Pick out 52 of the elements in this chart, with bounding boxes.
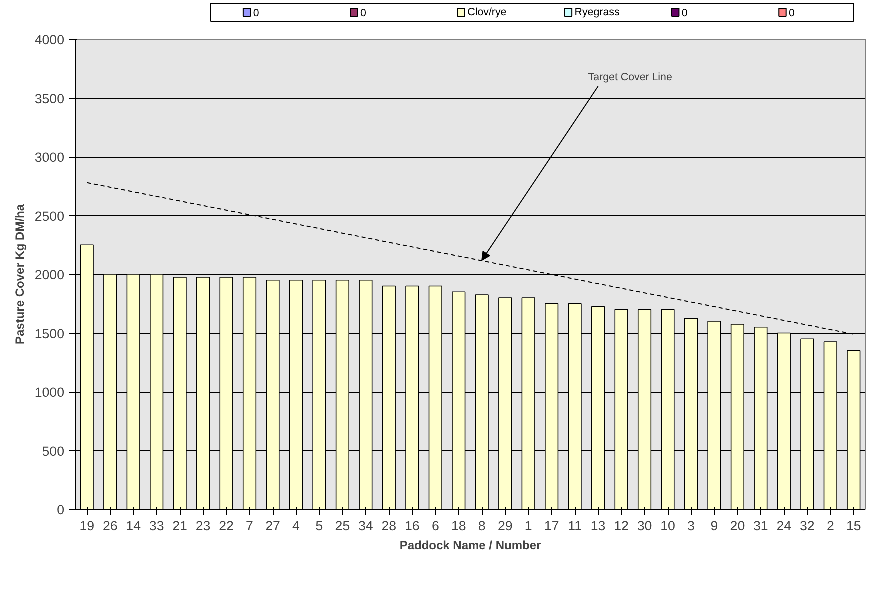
legend-label: 0	[682, 8, 688, 20]
x-axis-title: Paddock Name / Number	[400, 538, 542, 552]
x-tick-label: 8	[478, 518, 486, 534]
x-tick-label: 26	[102, 518, 118, 534]
x-tick-label: 9	[710, 518, 718, 534]
legend-label: 0	[360, 8, 366, 20]
y-tick-label: 1500	[34, 326, 65, 342]
x-tick-label: 14	[126, 518, 142, 534]
x-tick-label: 1	[524, 518, 532, 534]
x-tick-label: 7	[246, 518, 254, 534]
x-tick-label: 15	[846, 518, 862, 534]
x-tick-label: 19	[80, 518, 95, 534]
y-tick-label: 2500	[34, 208, 65, 224]
x-tick-label: 27	[266, 518, 280, 534]
legend-label: 0	[253, 8, 260, 20]
x-tick-label: 17	[544, 518, 560, 534]
legend-label: Ryegrass	[574, 6, 620, 18]
y-tick-label: 500	[42, 444, 65, 459]
x-tick-label: 20	[730, 518, 746, 534]
x-tick-label: 4	[292, 518, 301, 534]
x-tick-label: 34	[358, 518, 374, 534]
x-tick-label: 3	[688, 518, 695, 534]
x-tick-label: 32	[800, 518, 815, 534]
x-tick-label: 10	[660, 518, 676, 534]
x-tick-label: 30	[637, 518, 652, 534]
x-tick-label: 6	[432, 518, 440, 534]
x-tick-label: 25	[335, 518, 350, 534]
x-tick-label: 24	[776, 518, 792, 534]
x-tick-label: 16	[405, 518, 420, 534]
y-tick-label: 0	[57, 502, 65, 518]
x-tick-label: 31	[754, 518, 768, 534]
x-tick-label: 2	[826, 518, 834, 534]
y-tick-label: 4000	[34, 32, 65, 48]
x-tick-label: 33	[149, 518, 164, 534]
x-tick-label: 22	[219, 518, 234, 534]
legend-label: Clov/rye	[468, 6, 507, 18]
x-tick-label: 11	[568, 518, 582, 534]
x-tick-label: 21	[172, 518, 188, 534]
x-tick-label: 18	[451, 518, 466, 534]
y-tick-label: 1000	[34, 385, 65, 400]
x-tick-label: 13	[590, 518, 606, 534]
x-tick-label: 29	[498, 518, 513, 534]
annotation: Target Cover Line	[588, 72, 672, 84]
x-tick-label: 5	[316, 518, 324, 534]
y-axis-title: Pasture Cover Kg DM/ha	[12, 204, 27, 345]
x-tick-label: 12	[614, 518, 629, 534]
y-tick-label: 3000	[34, 150, 65, 165]
x-tick-label: 23	[196, 518, 211, 534]
x-tick-label: 28	[382, 518, 397, 534]
y-tick-label: 3500	[34, 91, 65, 106]
legend-label: 0	[789, 8, 796, 20]
y-tick-label: 2000	[34, 268, 65, 282]
